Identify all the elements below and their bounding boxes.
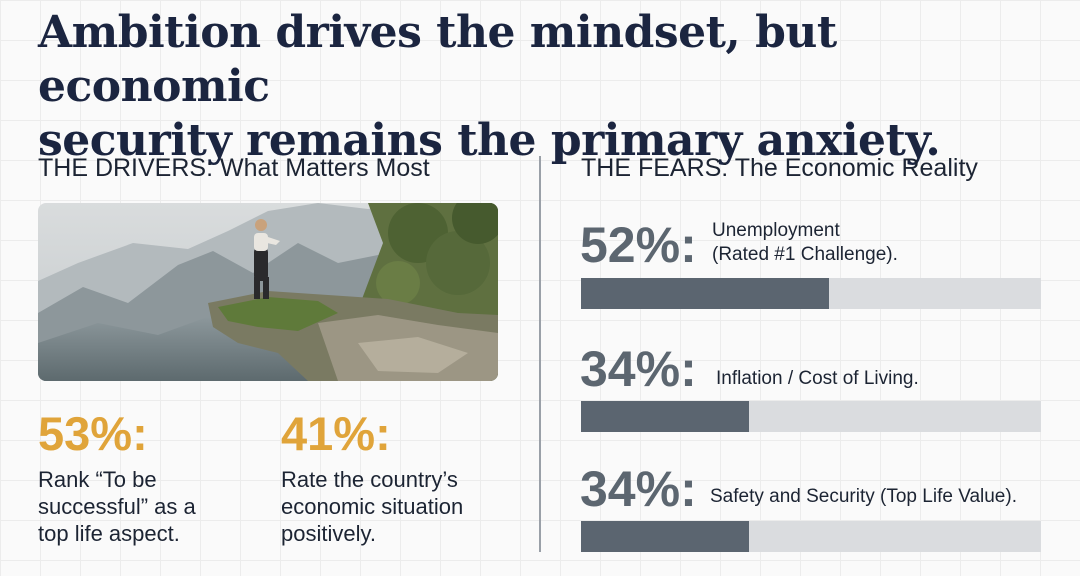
fear-label-1-line-2: (Rated #1 Challenge). <box>712 244 898 265</box>
title-line-1: Ambition drives the mindset, but economi… <box>38 7 837 112</box>
title-line-2: security remains the primary anxiety. <box>38 115 941 166</box>
driver-stat-desc-2: Rate the country’s economic situation po… <box>281 466 463 547</box>
driver-stat-desc-1: Rank “To be successful” as a top life as… <box>38 466 196 547</box>
fear-label-1: Unemployment (Rated #1 Challenge). <box>712 219 898 267</box>
fear-value-3: 34%: <box>580 461 697 517</box>
driver-stat-desc-2-line-3: positively. <box>281 521 376 546</box>
fear-label-1-line-1: Unemployment <box>712 220 840 241</box>
fear-label-3: Safety and Security (Top Life Value). <box>710 485 1017 509</box>
driver-stat-desc-1-line-3: top life aspect. <box>38 521 180 546</box>
fear-label-2-line-1: Inflation / Cost of Living. <box>716 368 919 389</box>
driver-stat-value-1: 53%: <box>38 407 148 460</box>
driver-stat-value-2: 41%: <box>281 407 391 460</box>
driver-stat-desc-1-line-2: successful” as a <box>38 494 196 519</box>
fear-bar-2 <box>581 401 1041 432</box>
driver-stat-desc-2-line-1: Rate the country’s <box>281 467 458 492</box>
hiker-on-cliff-photo <box>38 203 498 381</box>
fears-heading: THE FEARS: The Economic Reality <box>581 154 978 182</box>
fear-bar-3 <box>581 521 1041 552</box>
fear-bar-1 <box>581 278 1041 309</box>
page-title: Ambition drives the mindset, but economi… <box>38 6 1058 168</box>
column-divider <box>539 156 541 552</box>
fear-bar-fill-2 <box>581 401 749 432</box>
fear-bar-fill-1 <box>581 278 830 309</box>
fear-label-3-line-1: Safety and Security (Top Life Value). <box>710 486 1017 507</box>
fear-value-1: 52%: <box>580 217 697 273</box>
driver-stat-desc-1-line-1: Rank “To be <box>38 467 157 492</box>
fear-value-2: 34%: <box>580 341 697 397</box>
fear-label-2: Inflation / Cost of Living. <box>716 367 919 391</box>
driver-stat-desc-2-line-2: economic situation <box>281 494 464 519</box>
fear-bar-fill-3 <box>581 521 749 552</box>
drivers-heading: THE DRIVERS: What Matters Most <box>38 154 430 182</box>
